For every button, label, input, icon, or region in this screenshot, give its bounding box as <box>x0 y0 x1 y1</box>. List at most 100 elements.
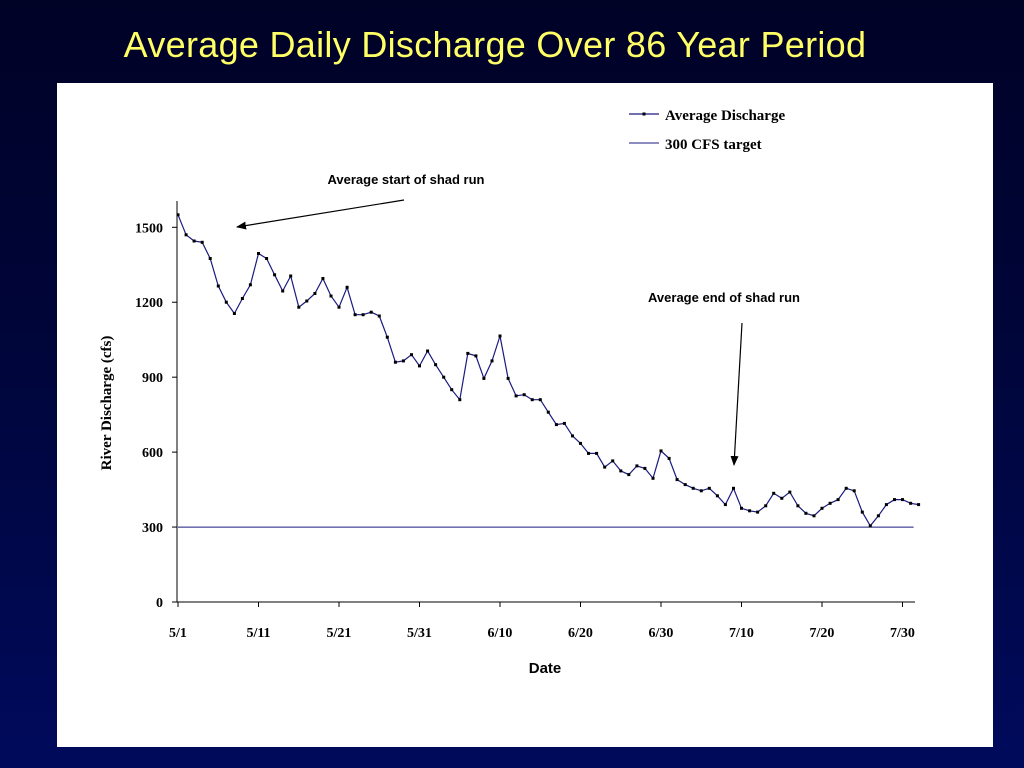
y-tick-label: 300 <box>142 521 163 536</box>
annotation-end-arrow <box>730 322 743 466</box>
x-tick-label: 6/10 <box>488 626 513 641</box>
data-point <box>683 483 687 487</box>
data-point <box>458 398 462 402</box>
data-point <box>691 486 695 490</box>
x-tick-label: 5/21 <box>327 626 352 641</box>
annotation-end-label: Average end of shad run <box>648 290 800 305</box>
annotation-start-shad-run: Average start of shad run <box>236 172 485 230</box>
data-point <box>257 252 260 255</box>
data-point <box>651 476 655 480</box>
x-tick-label: 7/30 <box>890 626 915 641</box>
data-point <box>844 486 848 490</box>
data-point <box>401 359 405 363</box>
data-point <box>901 498 904 502</box>
data-point <box>200 240 204 244</box>
series-line-average-discharge <box>177 214 919 527</box>
data-point <box>788 490 792 494</box>
data-point <box>232 312 236 315</box>
data-point <box>828 501 832 505</box>
data-point <box>780 496 784 500</box>
data-point <box>289 274 293 278</box>
data-point <box>603 465 607 469</box>
data-point <box>643 466 647 470</box>
data-point <box>748 509 752 513</box>
data-point <box>514 394 518 398</box>
data-point <box>265 257 269 260</box>
data-point <box>450 388 454 392</box>
data-point <box>482 376 486 380</box>
data-point <box>571 434 574 438</box>
data-point <box>498 334 502 338</box>
data-point <box>434 363 438 367</box>
data-point <box>667 456 671 460</box>
x-axis-label: Date <box>529 660 562 677</box>
y-tick-label: 0 <box>156 596 163 611</box>
data-point <box>248 283 252 287</box>
data-point <box>192 239 196 243</box>
data-point <box>385 335 389 339</box>
data-point <box>756 510 760 514</box>
data-point <box>321 277 325 280</box>
x-tick-label: 5/1 <box>169 626 187 641</box>
x-tick-label: 7/10 <box>729 626 754 641</box>
x-tick-label: 5/31 <box>407 626 432 641</box>
data-point <box>579 441 582 445</box>
data-point <box>909 501 913 505</box>
data-point <box>812 514 816 518</box>
legend-label-300-cfs-target: 300 CFS target <box>665 137 762 153</box>
y-tick-label: 1500 <box>135 221 163 236</box>
data-point <box>836 498 840 502</box>
y-tick-label: 1200 <box>135 296 163 311</box>
data-point <box>619 469 623 473</box>
data-point <box>361 313 365 317</box>
data-point <box>917 503 921 507</box>
data-point <box>868 524 872 528</box>
data-point <box>490 359 494 363</box>
line-chart: 0 300 600 900 1200 1500 5/1 5/11 5/21 5/31 6/10 6/… <box>99 108 921 677</box>
x-tick-label: 7/20 <box>810 626 835 641</box>
y-tick-label: 600 <box>142 446 163 461</box>
legend: Average Discharge 300 CFS target <box>629 108 785 153</box>
x-tick-label: 5/11 <box>246 626 270 641</box>
data-point <box>329 294 333 298</box>
data-point <box>707 486 711 490</box>
annotation-start-arrow <box>236 199 405 230</box>
data-point <box>884 503 888 507</box>
data-point <box>297 305 301 309</box>
data-point <box>216 284 220 288</box>
data-point <box>587 451 590 455</box>
data-point <box>675 478 679 482</box>
data-point <box>442 375 446 379</box>
data-point <box>796 504 800 508</box>
x-tick-label: 6/30 <box>649 626 674 641</box>
data-point <box>506 376 510 380</box>
data-point <box>426 349 430 353</box>
data-point <box>659 449 663 453</box>
data-point <box>876 514 880 518</box>
legend-marker-average-discharge <box>642 112 646 116</box>
legend-label-average-discharge: Average Discharge <box>665 108 785 124</box>
data-point <box>410 353 413 357</box>
data-point <box>345 285 349 289</box>
data-point <box>732 486 735 490</box>
data-point <box>635 464 639 468</box>
data-point <box>820 506 824 510</box>
annotation-start-label: Average start of shad run <box>327 172 484 187</box>
data-point <box>208 257 212 260</box>
data-point <box>562 421 566 425</box>
data-point <box>860 510 864 514</box>
data-point <box>627 473 631 477</box>
data-point <box>852 489 856 493</box>
data-point <box>353 313 357 317</box>
data-point <box>224 300 228 304</box>
y-tick-label: 900 <box>142 371 163 386</box>
x-tick-label: 6/20 <box>568 626 593 641</box>
data-point <box>474 354 478 358</box>
data-point <box>723 503 727 507</box>
data-point <box>305 299 309 303</box>
data-point <box>804 511 808 515</box>
y-axis-label: River Discharge (cfs) <box>99 336 115 471</box>
data-point <box>546 410 550 414</box>
data-point <box>418 364 421 368</box>
data-point <box>554 423 558 427</box>
